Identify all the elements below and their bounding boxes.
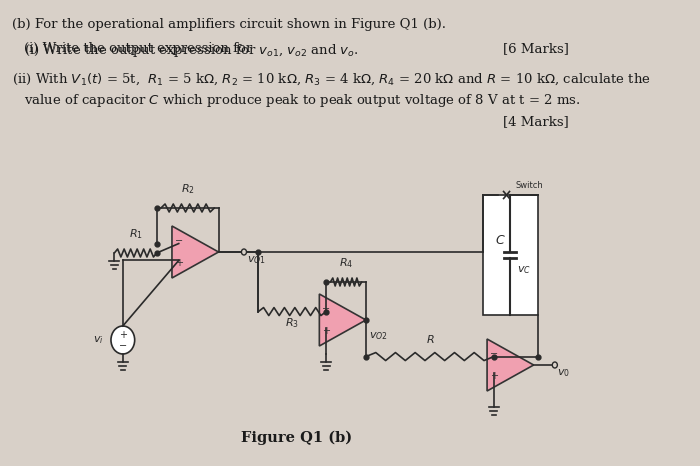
Text: Figure Q1 (b): Figure Q1 (b) [241,431,352,445]
Text: +: + [490,371,498,382]
Polygon shape [172,226,218,278]
Polygon shape [319,294,366,346]
Text: (i) Write the output expression for: (i) Write the output expression for [24,42,256,55]
Circle shape [241,249,246,255]
Text: $v_C$: $v_C$ [517,264,531,276]
Text: −: − [322,303,330,314]
Text: [6 Marks]: [6 Marks] [503,42,569,55]
Polygon shape [487,339,533,391]
Text: $R_1$: $R_1$ [129,227,143,241]
Text: value of capacitor $C$ which produce peak to peak output voltage of 8 V at t = 2: value of capacitor $C$ which produce pea… [24,92,580,109]
Text: $R_4$: $R_4$ [339,256,354,270]
Circle shape [111,326,134,354]
Text: −: − [175,235,183,246]
Text: $v_{O2}$: $v_{O2}$ [370,330,389,342]
Text: $v_{O1}$: $v_{O1}$ [247,254,266,266]
Text: −: − [490,349,498,358]
Text: [4 Marks]: [4 Marks] [503,115,569,128]
Text: $R_2$: $R_2$ [181,182,195,196]
Text: $R_3$: $R_3$ [286,316,299,330]
Text: $v_i$: $v_i$ [94,334,104,346]
Text: −: − [119,341,127,351]
FancyBboxPatch shape [483,195,538,315]
Text: (b) For the operational amplifiers circuit shown in Figure Q1 (b).: (b) For the operational amplifiers circu… [12,18,446,31]
Text: $v_0$: $v_0$ [557,367,570,379]
Text: $R$: $R$ [426,333,434,344]
Circle shape [552,362,557,368]
Text: +: + [322,327,330,336]
Text: (ii) With $V_{1}(t)$ = 5t,  $R_{1}$ = 5 k$\Omega$, $R_{2}$ = 10 k$\Omega$, $R_{3: (ii) With $V_{1}(t)$ = 5t, $R_{1}$ = 5 k… [12,72,650,88]
Text: Switch: Switch [515,180,543,190]
Text: $C$: $C$ [496,233,506,247]
Text: (i) Write the output expression for $v_{o1}$, $v_{o2}$ and $v_{o}$.: (i) Write the output expression for $v_{… [24,42,358,59]
Text: +: + [119,330,127,340]
Text: +: + [175,259,183,268]
